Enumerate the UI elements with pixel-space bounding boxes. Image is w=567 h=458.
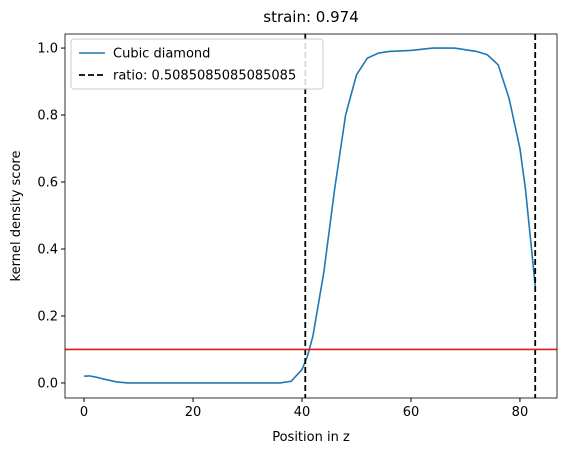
y-tick-label: 1.0 xyxy=(37,42,58,57)
x-tick-label: 20 xyxy=(185,405,202,420)
legend-label: Cubic diamond xyxy=(113,47,210,62)
chart-title: strain: 0.974 xyxy=(263,8,359,26)
x-tick-label: 60 xyxy=(403,405,420,420)
y-tick-label: 0.2 xyxy=(37,309,58,324)
y-tick-label: 0.8 xyxy=(37,109,58,124)
plot-frame xyxy=(64,33,558,399)
x-tick-label: 80 xyxy=(512,405,529,420)
x-tick-label: 40 xyxy=(294,405,311,420)
x-axis-label: Position in z xyxy=(272,430,350,445)
y-tick-label: 0.4 xyxy=(37,242,58,257)
legend-label: ratio: 0.5085085085085085 xyxy=(113,69,296,84)
legend-box xyxy=(70,38,324,90)
y-axis-label: kernel density score xyxy=(9,151,24,282)
data-line xyxy=(84,47,537,384)
x-tick-label: 0 xyxy=(80,405,88,420)
y-tick-label: 0.0 xyxy=(37,376,58,391)
y-tick-label: 0.6 xyxy=(37,176,58,191)
